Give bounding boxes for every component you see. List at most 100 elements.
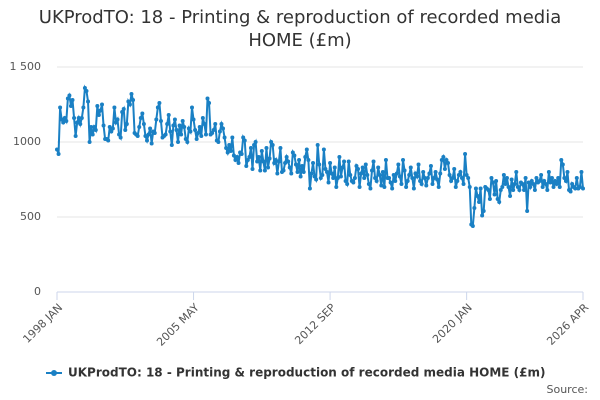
point [382, 185, 387, 189]
point [380, 170, 385, 174]
point [331, 176, 336, 180]
point [166, 113, 171, 117]
point [557, 185, 562, 189]
point [481, 209, 486, 213]
point [373, 176, 378, 180]
point [207, 101, 212, 105]
point [447, 173, 452, 177]
point [463, 152, 468, 156]
point [64, 119, 69, 123]
point [478, 186, 483, 191]
point [413, 171, 418, 176]
point [362, 176, 367, 180]
point [292, 153, 297, 158]
point [393, 179, 398, 183]
point [121, 107, 126, 111]
point [441, 155, 446, 159]
point [137, 125, 142, 129]
point [442, 167, 447, 171]
point [55, 147, 59, 152]
point [404, 185, 409, 189]
point [553, 179, 558, 183]
point [92, 125, 97, 129]
point [230, 135, 235, 140]
point [449, 179, 454, 183]
point [99, 102, 104, 107]
point [379, 183, 384, 188]
point [295, 170, 300, 174]
point [56, 152, 61, 156]
point [140, 111, 145, 116]
point [158, 119, 163, 123]
point [320, 173, 325, 177]
point [314, 177, 319, 182]
point [76, 116, 81, 120]
point [306, 158, 311, 162]
point [343, 179, 348, 183]
point [290, 150, 295, 155]
point [185, 140, 190, 144]
point [503, 182, 508, 186]
point [261, 159, 266, 164]
point [540, 185, 545, 189]
point [522, 188, 527, 192]
point [352, 176, 357, 180]
point [244, 164, 249, 168]
point [267, 156, 272, 161]
point [174, 128, 179, 132]
point [326, 180, 331, 185]
point [464, 173, 469, 177]
point [217, 129, 222, 134]
point [467, 185, 472, 189]
point [363, 162, 368, 167]
point [245, 158, 250, 162]
point [321, 147, 326, 152]
point [461, 182, 466, 186]
point [470, 224, 475, 228]
point [334, 185, 339, 189]
point [323, 167, 328, 171]
point [234, 155, 239, 159]
point [452, 167, 457, 171]
chart-title: UKProdTO: 18 - Printing & reproduction o… [38, 7, 562, 51]
point [197, 125, 202, 129]
point [236, 161, 241, 165]
point [416, 162, 421, 167]
point [171, 123, 176, 128]
point [72, 116, 77, 120]
point [315, 143, 320, 147]
point [183, 137, 188, 141]
point [427, 171, 432, 176]
x-tick-label: 1998 JAN [20, 301, 65, 346]
point [256, 155, 261, 159]
point [528, 185, 533, 189]
point [492, 192, 497, 197]
point [131, 98, 136, 102]
point [475, 194, 480, 198]
point [241, 135, 246, 140]
point [224, 146, 229, 150]
point [177, 123, 182, 128]
point [141, 122, 146, 126]
point [196, 131, 201, 135]
y-tick-label: 0 [34, 285, 41, 298]
point [113, 120, 118, 125]
point [329, 171, 334, 176]
point [473, 186, 478, 191]
point [203, 132, 208, 137]
point [281, 168, 286, 173]
point [118, 135, 123, 140]
point [432, 176, 437, 180]
point [311, 161, 316, 165]
point [342, 159, 347, 164]
point [172, 117, 177, 122]
point [414, 174, 419, 179]
point [65, 96, 70, 101]
point [86, 99, 91, 104]
point [189, 105, 194, 110]
point [231, 153, 236, 158]
point [148, 126, 153, 131]
point [556, 176, 561, 180]
point [337, 155, 342, 159]
point [517, 188, 522, 192]
